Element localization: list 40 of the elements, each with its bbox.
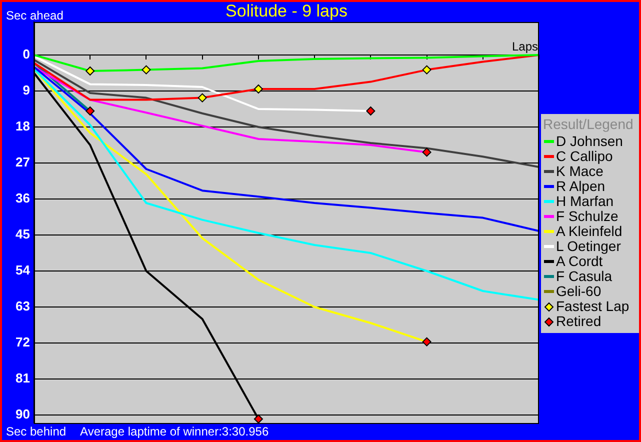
point xyxy=(142,65,151,74)
y-tick-label: 9 xyxy=(22,82,30,98)
point xyxy=(86,106,95,116)
legend-label: L Oetinger xyxy=(556,238,621,254)
legend-label: H Marfan xyxy=(556,193,614,209)
point xyxy=(422,337,432,346)
legend-label: F Schulze xyxy=(556,208,618,224)
y-tick-label: 90 xyxy=(16,406,30,422)
point xyxy=(254,414,263,423)
text: Sec behind xyxy=(6,424,66,438)
legend-label: A Cordt xyxy=(556,253,603,269)
y-tick-label: 36 xyxy=(16,190,30,206)
y-tick-label: 0 xyxy=(22,46,30,62)
legend-label: C Callipo xyxy=(556,148,613,164)
legend-label: R Alpen xyxy=(556,178,606,194)
legend-label: Retired xyxy=(556,313,602,329)
legend-label: D Johnsen xyxy=(556,133,623,149)
annotation: Sec ahead xyxy=(6,8,64,22)
legend-label: Fastest Lap xyxy=(556,298,630,314)
y-tick-label: 81 xyxy=(16,370,30,386)
y-tick-label: 45 xyxy=(16,226,30,242)
point xyxy=(366,106,376,116)
y-tick-label: 54 xyxy=(16,262,31,278)
point xyxy=(422,148,432,157)
legend-label: A Kleinfeld xyxy=(556,223,622,239)
y-tick-label: 18 xyxy=(16,118,30,134)
legend-label: K Mace xyxy=(556,163,604,179)
y-tick-label: 72 xyxy=(16,334,30,350)
point xyxy=(422,65,432,74)
y-tick-label: 27 xyxy=(16,154,30,170)
text: Average laptime of winner:3:30.956 xyxy=(80,424,269,438)
point xyxy=(198,93,207,102)
legend-title: Result/Legend xyxy=(543,116,634,132)
legend-label: F Casula xyxy=(556,268,612,284)
legend-label: Geli-60 xyxy=(556,283,602,299)
y-tick-label: 63 xyxy=(16,298,30,314)
point xyxy=(86,66,95,76)
x-axis-title: Laps xyxy=(512,39,538,54)
point xyxy=(254,84,263,94)
chart-title: Solitude - 9 laps xyxy=(226,2,348,21)
